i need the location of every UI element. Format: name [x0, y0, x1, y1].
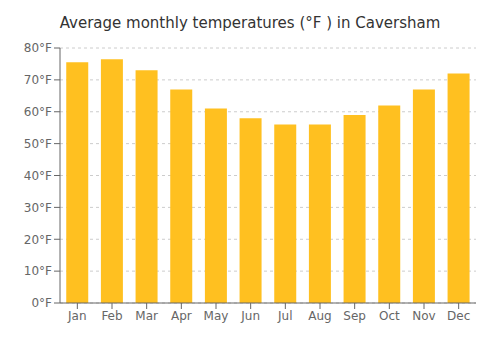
svg-text:30°F: 30°F: [24, 201, 52, 215]
svg-text:Mar: Mar: [135, 309, 158, 323]
svg-text:20°F: 20°F: [24, 233, 52, 247]
svg-text:40°F: 40°F: [24, 169, 52, 183]
svg-text:0°F: 0°F: [31, 296, 52, 310]
svg-text:60°F: 60°F: [24, 105, 52, 119]
svg-text:Oct: Oct: [379, 309, 400, 323]
svg-text:50°F: 50°F: [24, 137, 52, 151]
svg-text:Sep: Sep: [343, 309, 366, 323]
svg-text:70°F: 70°F: [24, 73, 52, 87]
svg-text:Nov: Nov: [412, 309, 435, 323]
svg-text:Feb: Feb: [101, 309, 122, 323]
svg-text:May: May: [204, 309, 229, 323]
svg-text:Dec: Dec: [447, 309, 470, 323]
svg-text:Apr: Apr: [171, 309, 192, 323]
svg-text:Jun: Jun: [240, 309, 260, 323]
svg-text:Jan: Jan: [67, 309, 87, 323]
svg-text:Aug: Aug: [308, 309, 331, 323]
html-text:Average monthly temperatures (: Average monthly temperatures (°F ) in Ca…: [59, 14, 441, 32]
svg-text:Jul: Jul: [277, 309, 292, 323]
svg-text:10°F: 10°F: [24, 264, 52, 278]
svg-text:80°F: 80°F: [24, 41, 52, 55]
